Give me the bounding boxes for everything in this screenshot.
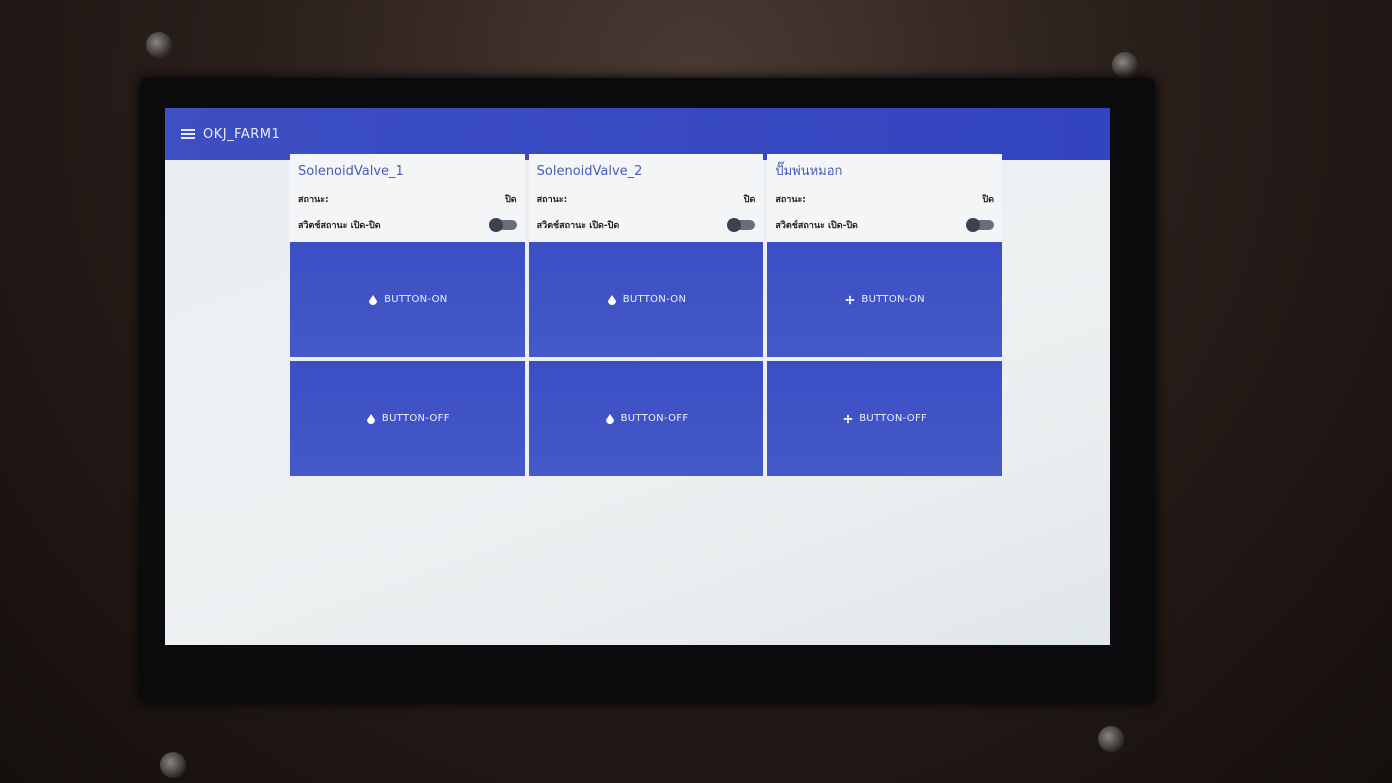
card-title: ปั๊มพ่นหมอก — [775, 164, 843, 179]
screw — [160, 752, 186, 778]
button-off[interactable]: BUTTON-OFF — [528, 361, 764, 476]
card-column: ปั๊มพ่นหมอกสถานะ: ปิดสวิตช์สถานะ เปิด-ปิด… — [767, 154, 1002, 480]
screw — [146, 32, 172, 58]
switch-label: สวิตช์สถานะ เปิด-ปิด — [298, 221, 381, 231]
status-value: ปิด — [505, 195, 517, 205]
switch-row: สวิตช์สถานะ เปิด-ปิด — [775, 212, 994, 238]
card: SolenoidValve_1 สถานะ: ปิดสวิตช์สถานะ เปิด… — [290, 154, 525, 242]
toggle-switch[interactable] — [488, 218, 517, 232]
switch-row: สวิตช์สถานะ เปิด-ปิด — [298, 212, 517, 238]
drop-icon — [607, 294, 616, 305]
button-on[interactable]: BUTTON-ON — [290, 242, 525, 357]
button-label: BUTTON-ON — [384, 294, 448, 305]
card: ปั๊มพ่นหมอกสถานะ: ปิดสวิตช์สถานะ เปิด-ปิด — [767, 154, 1002, 242]
drop-icon — [369, 294, 378, 305]
status-label: สถานะ: — [536, 195, 568, 205]
menu-button[interactable] — [181, 129, 195, 139]
status-row: สถานะ: ปิด — [298, 186, 517, 212]
switch-row: สวิตช์สถานะ เปิด-ปิด — [537, 212, 756, 238]
button-on[interactable]: BUTTON-ON — [528, 242, 764, 357]
status-label: สถานะ: — [775, 195, 806, 205]
status-value: ปิด — [743, 195, 756, 205]
card-title: SolenoidValve_2 — [536, 164, 643, 179]
button-label: BUTTON-OFF — [620, 413, 689, 424]
toggle-switch[interactable] — [727, 218, 756, 232]
button-label: BUTTON-ON — [861, 294, 925, 305]
card-column: SolenoidValve_2 สถานะ: ปิดสวิตช์สถานะ เปิด… — [528, 154, 764, 480]
switch-label: สวิตช์สถานะ เปิด-ปิด — [536, 221, 620, 231]
button-on[interactable]: BUTTON-ON — [767, 242, 1002, 357]
button-off[interactable]: BUTTON-OFF — [290, 361, 525, 476]
screw — [1098, 726, 1124, 752]
status-label: สถานะ: — [298, 195, 329, 205]
button-off[interactable]: BUTTON-OFF — [767, 361, 1002, 476]
card-grid: SolenoidValve_1 สถานะ: ปิดสวิตช์สถานะ เปิด… — [290, 154, 1002, 480]
screw — [1112, 52, 1138, 78]
fan-icon — [846, 295, 855, 304]
status-value: ปิด — [982, 195, 994, 205]
screen: OKJ_FARM1 SolenoidValve_1 สถานะ: ปิดสวิตช์… — [165, 108, 1110, 645]
card-title: SolenoidValve_1 — [298, 164, 404, 179]
app-title: OKJ_FARM1 — [203, 126, 281, 142]
card-column: SolenoidValve_1 สถานะ: ปิดสวิตช์สถานะ เปิด… — [290, 154, 525, 480]
card: SolenoidValve_2 สถานะ: ปิดสวิตช์สถานะ เปิด… — [528, 154, 764, 242]
app-bar: OKJ_FARM1 — [165, 108, 1110, 160]
button-label: BUTTON-OFF — [859, 413, 928, 424]
drop-icon — [605, 413, 614, 424]
button-label: BUTTON-ON — [622, 294, 687, 305]
button-label: BUTTON-OFF — [381, 413, 450, 424]
toggle-switch[interactable] — [966, 218, 994, 232]
drop-icon — [366, 413, 375, 424]
fan-icon — [843, 414, 853, 423]
switch-label: สวิตช์สถานะ เปิด-ปิด — [775, 221, 858, 231]
status-row: สถานะ: ปิด — [537, 186, 756, 212]
status-row: สถานะ: ปิด — [775, 186, 994, 212]
